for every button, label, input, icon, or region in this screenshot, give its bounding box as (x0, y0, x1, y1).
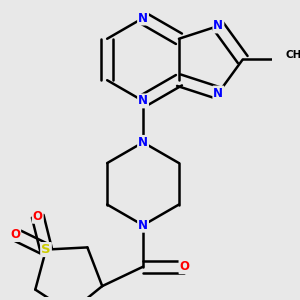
Text: CH₃: CH₃ (286, 50, 300, 60)
Text: N: N (213, 20, 223, 32)
Text: N: N (138, 11, 148, 25)
Text: O: O (33, 210, 43, 223)
Text: N: N (213, 86, 223, 100)
Text: N: N (138, 136, 148, 149)
Text: N: N (138, 94, 148, 107)
Text: N: N (138, 219, 148, 232)
Text: S: S (41, 243, 51, 256)
Text: O: O (179, 260, 190, 273)
Text: O: O (10, 228, 20, 241)
